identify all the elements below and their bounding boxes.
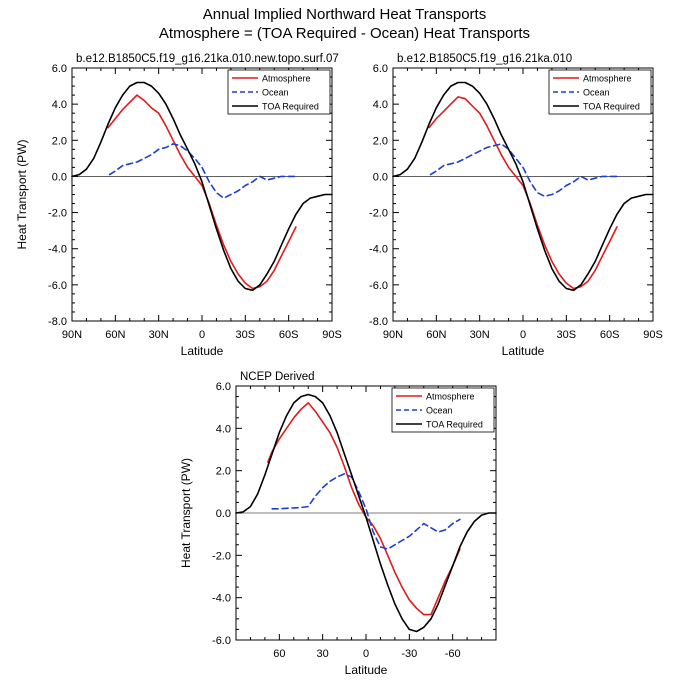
x-tick-label: 30N xyxy=(470,329,490,341)
y-tick-label: 4.0 xyxy=(52,99,67,111)
y-tick-label: -4.0 xyxy=(212,593,231,605)
panel-1: -8.0 -6.0 -4.0 -2.0 0.0 2.0 4.0 6.0 90N 60N 30N 0 30… xyxy=(15,53,342,358)
y-tick-label: -4.0 xyxy=(48,244,67,256)
x-tick-label: 60N xyxy=(426,329,446,341)
x-axis-label: Latitude xyxy=(181,344,224,358)
y-tick-label: 0.0 xyxy=(52,171,67,183)
y-tick-label: 2.0 xyxy=(216,466,231,478)
series-line-atmosphere xyxy=(428,96,618,290)
legend-label: TOA Required xyxy=(426,420,483,430)
x-tick-label: 30S xyxy=(557,329,577,341)
y-tick-label: 6.0 xyxy=(373,63,388,75)
x-tick-label: 60S xyxy=(279,329,299,341)
legend-label: TOA Required xyxy=(583,102,640,112)
series-line-toa-required xyxy=(235,393,497,633)
series-line-ocean xyxy=(271,472,461,550)
x-axis-label: Latitude xyxy=(345,663,388,677)
y-tick-label: -6.0 xyxy=(369,280,388,292)
series-line-toa-required xyxy=(392,81,654,292)
x-tick-label: 90S xyxy=(643,329,663,341)
legend-label: Ocean xyxy=(583,88,610,98)
x-tick-label: 0 xyxy=(520,329,526,341)
y-tick-label: -6.0 xyxy=(212,635,231,647)
y-tick-label: 4.0 xyxy=(216,423,231,435)
y-tick-label: -4.0 xyxy=(369,244,388,256)
y-tick-label: -2.0 xyxy=(48,208,67,220)
series-line-atmosphere xyxy=(266,402,461,616)
x-tick-label: 30N xyxy=(149,329,169,341)
series-line-toa-required xyxy=(71,81,333,292)
series-line-ocean xyxy=(108,143,297,199)
panel-2: -8.0 -6.0 -4.0 -2.0 0.0 2.0 4.0 6.0 90N 60N 30N 0 30… xyxy=(369,53,663,358)
x-tick-label: 60S xyxy=(600,329,620,341)
panel-title: NCEP Derived xyxy=(240,371,315,383)
x-tick-label: 0 xyxy=(199,329,205,341)
y-tick-label: 6.0 xyxy=(52,63,67,75)
y-tick-label: -8.0 xyxy=(48,316,67,328)
y-tick-label: -2.0 xyxy=(369,208,388,220)
y-tick-label: 6.0 xyxy=(216,381,231,393)
y-tick-label: 2.0 xyxy=(52,135,67,147)
legend-label: Ocean xyxy=(262,88,289,98)
legend: Atmosphere Ocean TOA Required xyxy=(227,69,331,115)
panel-title: b.e12.B1850C5.f19_g16.21ka.010 xyxy=(397,53,572,65)
y-axis-label: Heat Transport (PW) xyxy=(179,458,193,568)
x-tick-label: -30 xyxy=(401,648,417,660)
x-tick-label: 90N xyxy=(62,329,82,341)
legend: Atmosphere Ocean TOA Required xyxy=(548,69,652,115)
series-line-atmosphere xyxy=(107,94,297,290)
y-tick-label: 0.0 xyxy=(216,508,231,520)
x-tick-label: 90S xyxy=(322,329,342,341)
legend-label: Ocean xyxy=(426,406,453,416)
x-tick-label: 0 xyxy=(363,648,369,660)
x-tick-label: 30 xyxy=(317,648,329,660)
legend: Atmosphere Ocean TOA Required xyxy=(391,387,495,433)
panel-3: -6.0 -4.0 -2.0 0.0 2.0 4.0 6.0 60 30 0 -30 -60 Latit… xyxy=(179,371,497,677)
y-tick-label: 4.0 xyxy=(373,99,388,111)
series-line-ocean xyxy=(429,143,618,198)
x-tick-label: 60 xyxy=(273,648,285,660)
panel-title: b.e12.B1850C5.f19_g16.21ka.010.new.topo.… xyxy=(76,53,339,65)
legend-label: Atmosphere xyxy=(426,392,475,402)
y-axis-label: Heat Transport (PW) xyxy=(15,139,29,249)
legend-label: TOA Required xyxy=(262,102,319,112)
figure-title: Annual Implied Northward Heat Transports xyxy=(202,6,487,23)
y-tick-label: -8.0 xyxy=(369,316,388,328)
x-tick-label: 60N xyxy=(105,329,125,341)
y-tick-label: -6.0 xyxy=(48,280,67,292)
x-tick-label: 30S xyxy=(236,329,256,341)
y-tick-label: 2.0 xyxy=(373,135,388,147)
legend-label: Atmosphere xyxy=(583,74,632,84)
y-tick-label: 0.0 xyxy=(373,171,388,183)
y-tick-label: -2.0 xyxy=(212,550,231,562)
x-tick-label: 90N xyxy=(383,329,403,341)
x-axis-label: Latitude xyxy=(502,344,545,358)
figure-subtitle: Atmosphere = (TOA Required - Ocean) Heat… xyxy=(158,25,531,42)
legend-label: Atmosphere xyxy=(262,74,311,84)
x-tick-label: -60 xyxy=(445,648,461,660)
